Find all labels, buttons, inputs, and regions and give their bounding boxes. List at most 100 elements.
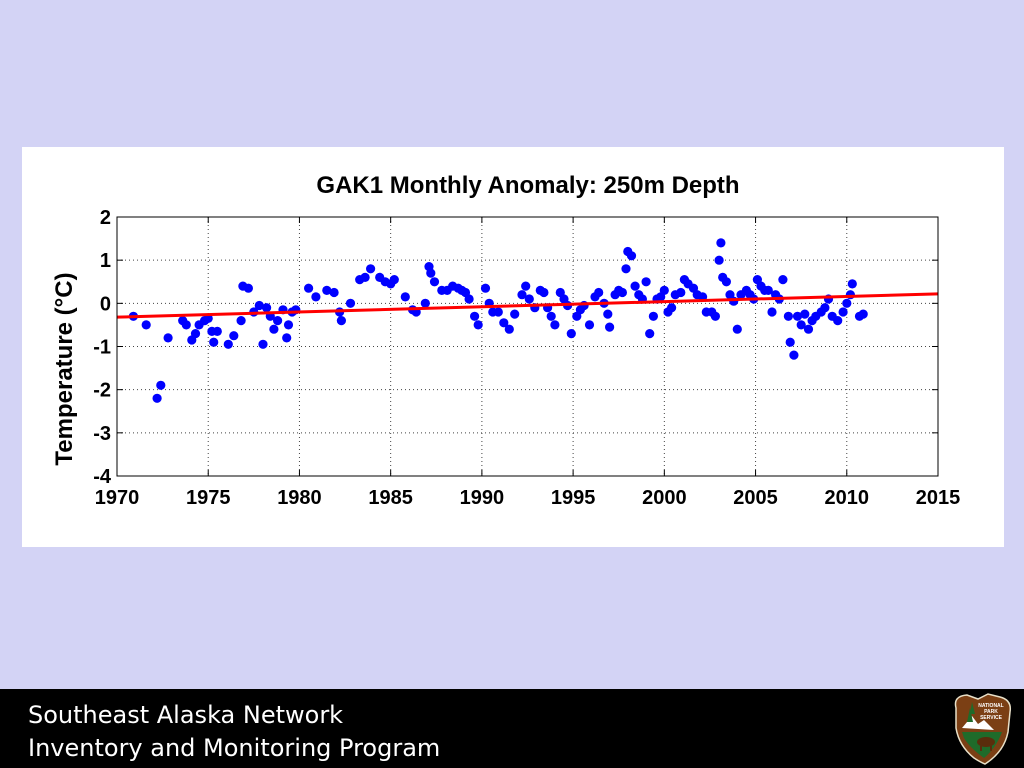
plot-frame: [116, 216, 939, 477]
data-point: [676, 287, 686, 298]
data-point: [579, 300, 589, 311]
y-tick-label: -3: [93, 423, 111, 445]
data-point: [322, 285, 332, 295]
data-point: [190, 329, 201, 339]
x-tick-label: 2000: [642, 487, 687, 509]
grid: [117, 217, 938, 476]
data-point: [721, 277, 732, 287]
data-point: [667, 303, 677, 313]
data-point: [714, 255, 724, 265]
data-point: [594, 287, 604, 298]
logo-text: PARK: [984, 709, 998, 715]
y-tick-label: -4: [93, 466, 112, 488]
x-tick-label: 1995: [551, 487, 596, 509]
data-point: [345, 298, 356, 308]
data-point: [645, 329, 655, 339]
data-point: [792, 311, 803, 321]
footer-network-name: Southeast Alaska Network: [28, 701, 344, 729]
data-point: [550, 320, 560, 330]
data-point: [796, 320, 806, 330]
data-point: [464, 294, 474, 304]
data-point: [648, 311, 659, 321]
x-tick-label: 1990: [460, 487, 505, 509]
data-point: [163, 333, 173, 343]
tick-labels: 1970 1975 1980 1985 1990 1995 2000 2005 2010 2015…: [93, 207, 960, 509]
plot-border: [116, 216, 939, 477]
data-point: [229, 331, 239, 341]
data-point: [236, 316, 246, 326]
data-point: [716, 238, 726, 248]
data-point: [389, 275, 399, 285]
data-point: [304, 283, 314, 293]
data-point: [273, 316, 283, 326]
x-tick-label: 1970: [95, 487, 140, 509]
data-point: [539, 287, 549, 298]
data-point: [546, 311, 556, 321]
data-point: [605, 322, 615, 332]
data-point: [254, 300, 264, 311]
data-point: [181, 320, 191, 330]
nps-arrowhead-logo: NATIONAL PARK SERVICE: [954, 693, 1012, 765]
data-point: [209, 337, 219, 347]
data-point: [499, 318, 509, 328]
data-point: [767, 307, 777, 317]
data-point: [156, 380, 166, 390]
data-point: [524, 294, 534, 304]
data-point: [329, 287, 339, 298]
data-point: [366, 264, 376, 274]
data-point: [778, 275, 788, 285]
data-point: [262, 303, 272, 313]
y-tick-label: -2: [93, 380, 111, 402]
data-point: [480, 283, 491, 293]
logo-text: NATIONAL: [978, 703, 1003, 709]
footer-program-name: Inventory and Monitoring Program: [28, 734, 441, 762]
data-point: [493, 307, 503, 317]
data-points: [128, 238, 868, 403]
data-point: [630, 281, 640, 291]
data-point: [429, 277, 440, 287]
data-point: [243, 283, 253, 293]
data-point: [789, 350, 799, 360]
data-point: [141, 320, 151, 330]
data-point: [858, 309, 868, 319]
data-point: [847, 279, 857, 289]
logo-text: SERVICE: [980, 715, 1003, 721]
data-point: [584, 320, 595, 330]
data-point: [838, 307, 848, 317]
y-tick-label: 2: [100, 207, 111, 229]
data-point: [783, 311, 794, 321]
data-point: [710, 311, 721, 321]
trend-line-segment: [116, 292, 939, 319]
data-point: [820, 303, 830, 313]
data-point: [470, 311, 480, 321]
x-tick-label: 2010: [825, 487, 870, 509]
data-point: [641, 277, 651, 287]
data-point: [517, 290, 527, 300]
data-point: [763, 285, 773, 295]
data-point: [258, 339, 268, 349]
data-point: [282, 333, 292, 343]
x-tick-label: 1975: [186, 487, 231, 509]
data-point: [420, 298, 430, 308]
data-point: [283, 320, 294, 330]
data-point: [223, 339, 233, 349]
data-point: [212, 326, 222, 336]
y-tick-label: -1: [93, 337, 111, 359]
data-point: [269, 324, 279, 334]
data-point: [603, 309, 613, 319]
chart: GAK1 Monthly Anomaly: 250m Depth Tempera…: [51, 172, 960, 509]
data-point: [803, 324, 814, 334]
data-point: [566, 329, 576, 339]
data-point: [845, 290, 856, 300]
chart-title: GAK1 Monthly Anomaly: 250m Depth: [316, 172, 739, 199]
data-point: [336, 316, 346, 326]
data-point: [659, 285, 669, 295]
data-point: [426, 268, 436, 278]
trend-line: [116, 292, 939, 319]
x-tick-label: 2005: [733, 487, 778, 509]
data-point: [152, 393, 162, 403]
data-point: [833, 316, 843, 326]
y-tick-label: 1: [100, 250, 111, 272]
y-tick-label: 0: [100, 293, 111, 315]
data-point: [800, 309, 810, 319]
